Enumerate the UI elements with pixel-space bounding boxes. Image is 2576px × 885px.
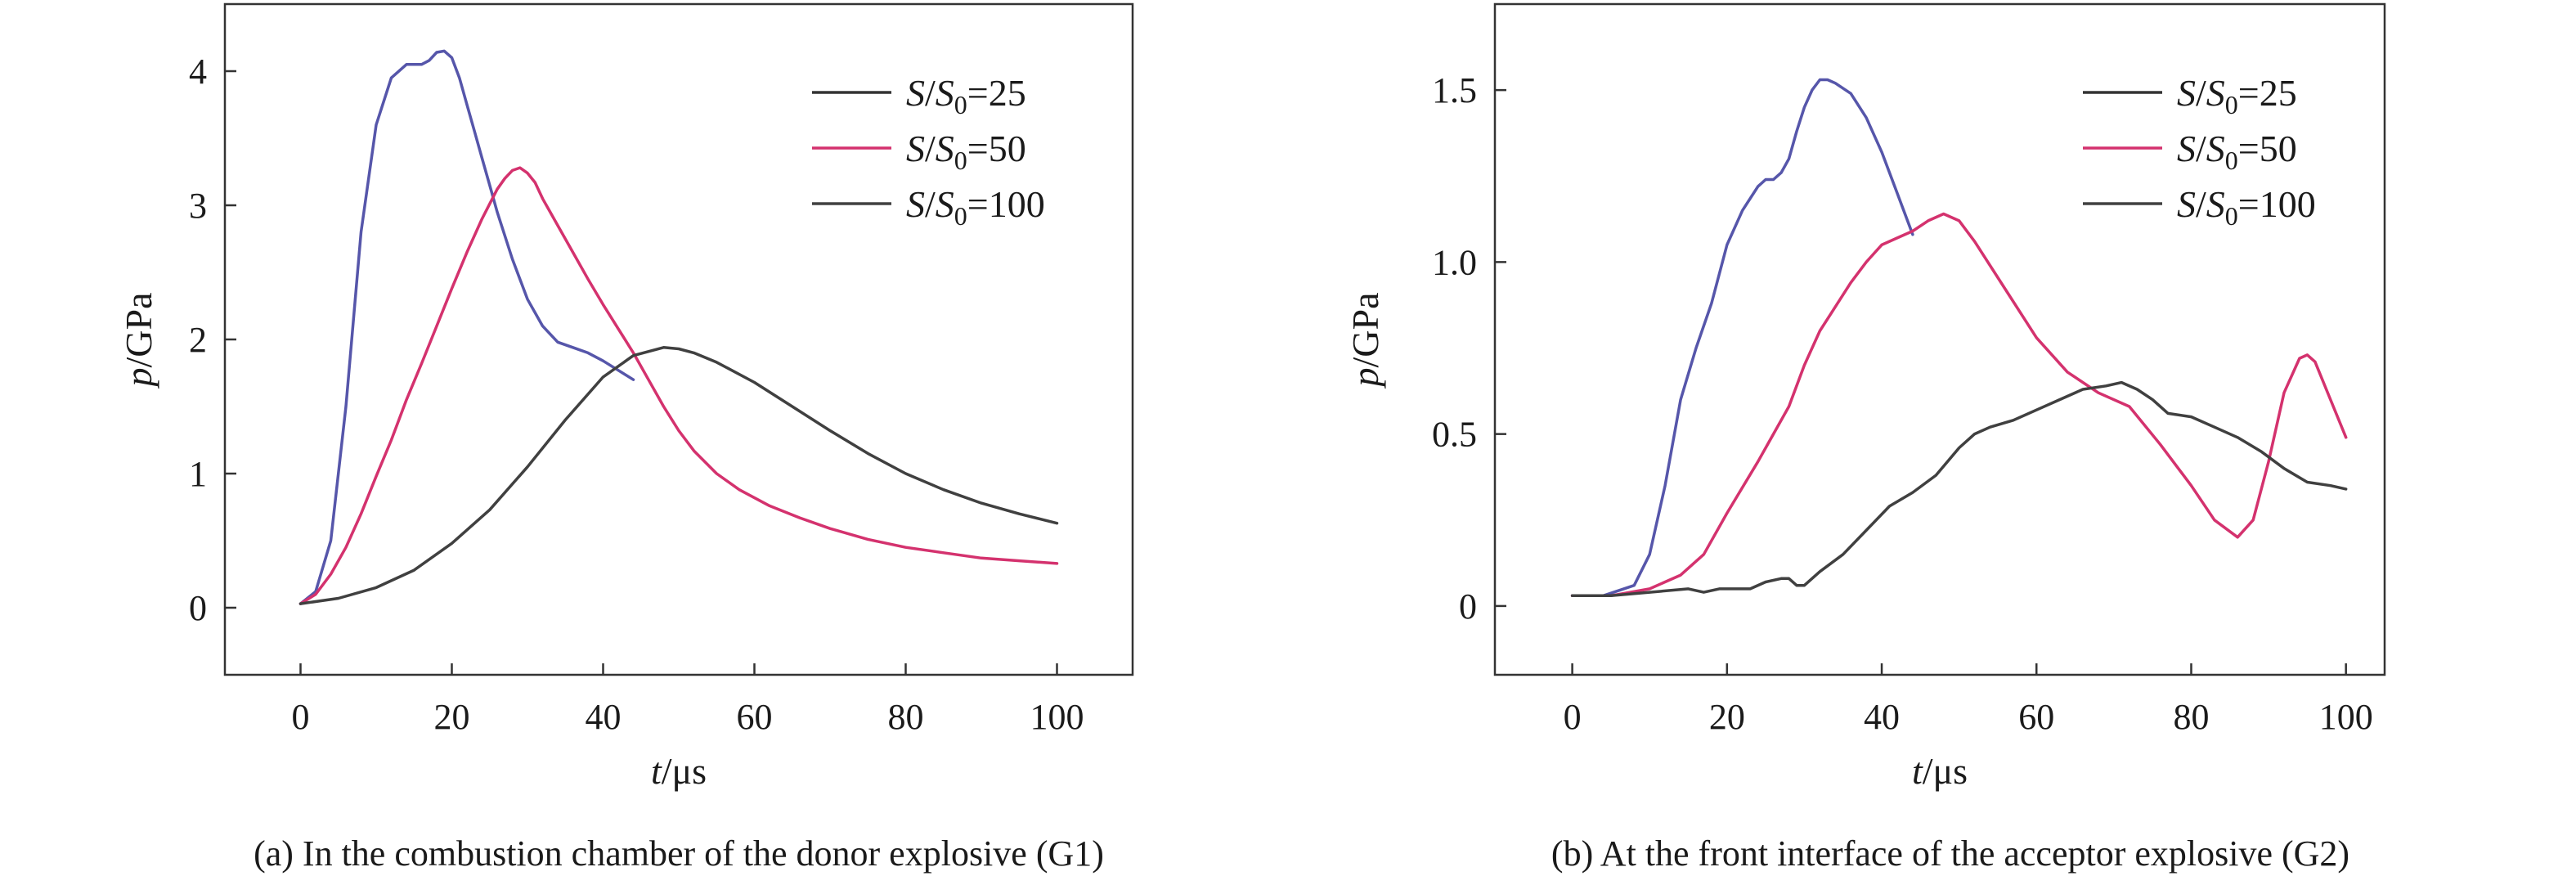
legend-value: =50 bbox=[967, 128, 1026, 169]
x-tick-label: 0 bbox=[292, 697, 310, 737]
legend-entry: S/S0=50 bbox=[906, 128, 1026, 175]
legend-symbol: S bbox=[906, 128, 925, 169]
y-axis-title-unit: /GPa bbox=[1344, 293, 1386, 368]
x-tick-label: 20 bbox=[1709, 697, 1745, 737]
x-tick-label: 100 bbox=[1030, 697, 1084, 737]
legend-symbol: S bbox=[2206, 128, 2225, 169]
panel-caption: (b) At the front interface of the accept… bbox=[1551, 833, 2349, 874]
x-tick-label: 0 bbox=[1564, 697, 1582, 737]
x-axis-title-unit: /μs bbox=[662, 750, 707, 792]
legend-symbol: S bbox=[906, 72, 925, 114]
x-tick-label: 40 bbox=[1864, 697, 1900, 737]
x-tick-label: 80 bbox=[2173, 697, 2209, 737]
panel-b: 0 20 40 60 80 10000.51.01.5t/μsp/GPaS/S0=25S/… bbox=[1344, 2, 2386, 874]
legend-separator: / bbox=[2196, 72, 2206, 114]
panel-caption: (a) In the combustion chamber of the don… bbox=[254, 833, 1104, 874]
legend-value: =25 bbox=[967, 72, 1026, 114]
legend-symbol: S bbox=[936, 72, 954, 114]
y-tick-label: 1.5 bbox=[1432, 70, 1477, 110]
legend-symbol: S bbox=[2206, 72, 2225, 114]
legend-separator: / bbox=[925, 128, 936, 169]
legend-subscript: 0 bbox=[2225, 90, 2238, 119]
y-tick-label: 2 bbox=[189, 320, 207, 360]
y-tick-label: 0.5 bbox=[1432, 415, 1477, 455]
x-tick-label: 40 bbox=[586, 697, 622, 737]
series-line bbox=[298, 166, 1059, 605]
y-tick-label: 0 bbox=[189, 588, 207, 628]
x-tick-label: 60 bbox=[737, 697, 773, 737]
legend-value: =100 bbox=[967, 183, 1045, 225]
legend-separator: / bbox=[2196, 183, 2206, 225]
legend-subscript: 0 bbox=[2225, 201, 2238, 231]
legend-subscript: 0 bbox=[2225, 146, 2238, 175]
legend-entry: S/S0=25 bbox=[2177, 72, 2297, 119]
legend-symbol: S bbox=[936, 128, 954, 169]
legend-separator: / bbox=[925, 183, 936, 225]
x-axis-title-symbol: t bbox=[651, 750, 662, 792]
legend-symbol: S bbox=[936, 183, 954, 225]
legend-value: =50 bbox=[2238, 128, 2297, 169]
legend-symbol: S bbox=[2206, 183, 2225, 225]
legend-symbol: S bbox=[2177, 72, 2196, 114]
y-axis-title-symbol: p bbox=[1344, 368, 1386, 389]
legend-symbol: S bbox=[2177, 128, 2196, 169]
y-axis-title-symbol: p bbox=[118, 368, 159, 389]
legend-separator: / bbox=[925, 72, 936, 114]
legend-subscript: 0 bbox=[954, 146, 967, 175]
legend-entry: S/S0=100 bbox=[906, 183, 1045, 231]
legend-value: =25 bbox=[2238, 72, 2297, 114]
panel-a: 0 20 40 60 80 10001234t/μsp/GPaS/S0=25S/S0=50… bbox=[118, 2, 1134, 874]
y-axis-title: p/GPa bbox=[1344, 293, 1386, 389]
x-axis-title-symbol: t bbox=[1912, 750, 1923, 792]
legend-entry: S/S0=100 bbox=[2177, 183, 2316, 231]
legend-subscript: 0 bbox=[954, 90, 967, 119]
x-tick-label: 80 bbox=[888, 697, 924, 737]
series-line bbox=[1570, 380, 2348, 598]
y-tick-label: 4 bbox=[189, 52, 207, 92]
legend-separator: / bbox=[2196, 128, 2206, 169]
x-tick-label: 100 bbox=[2319, 697, 2373, 737]
y-tick-label: 0 bbox=[1459, 586, 1477, 627]
x-tick-label: 60 bbox=[2018, 697, 2054, 737]
plot-frame bbox=[1493, 2, 2386, 676]
legend-entry: S/S0=25 bbox=[906, 72, 1026, 119]
y-axis-title-unit: /GPa bbox=[118, 293, 159, 368]
y-axis-title: p/GPa bbox=[118, 293, 159, 389]
series-line bbox=[298, 346, 1059, 605]
legend-value: =100 bbox=[2238, 183, 2316, 225]
x-tick-label: 20 bbox=[434, 697, 470, 737]
y-tick-label: 1.0 bbox=[1432, 242, 1477, 282]
legend-subscript: 0 bbox=[954, 201, 967, 231]
legend-symbol: S bbox=[2177, 183, 2196, 225]
legend-symbol: S bbox=[906, 183, 925, 225]
x-axis-title: t/μs bbox=[1912, 750, 1968, 792]
series-line bbox=[1570, 78, 1914, 598]
legend-entry: S/S0=50 bbox=[2177, 128, 2297, 175]
y-tick-label: 1 bbox=[189, 454, 207, 494]
series-line bbox=[1570, 212, 2348, 598]
y-tick-label: 3 bbox=[189, 186, 207, 226]
x-axis-title-unit: /μs bbox=[1923, 750, 1968, 792]
x-axis-title: t/μs bbox=[651, 750, 707, 792]
series-line bbox=[298, 49, 635, 605]
